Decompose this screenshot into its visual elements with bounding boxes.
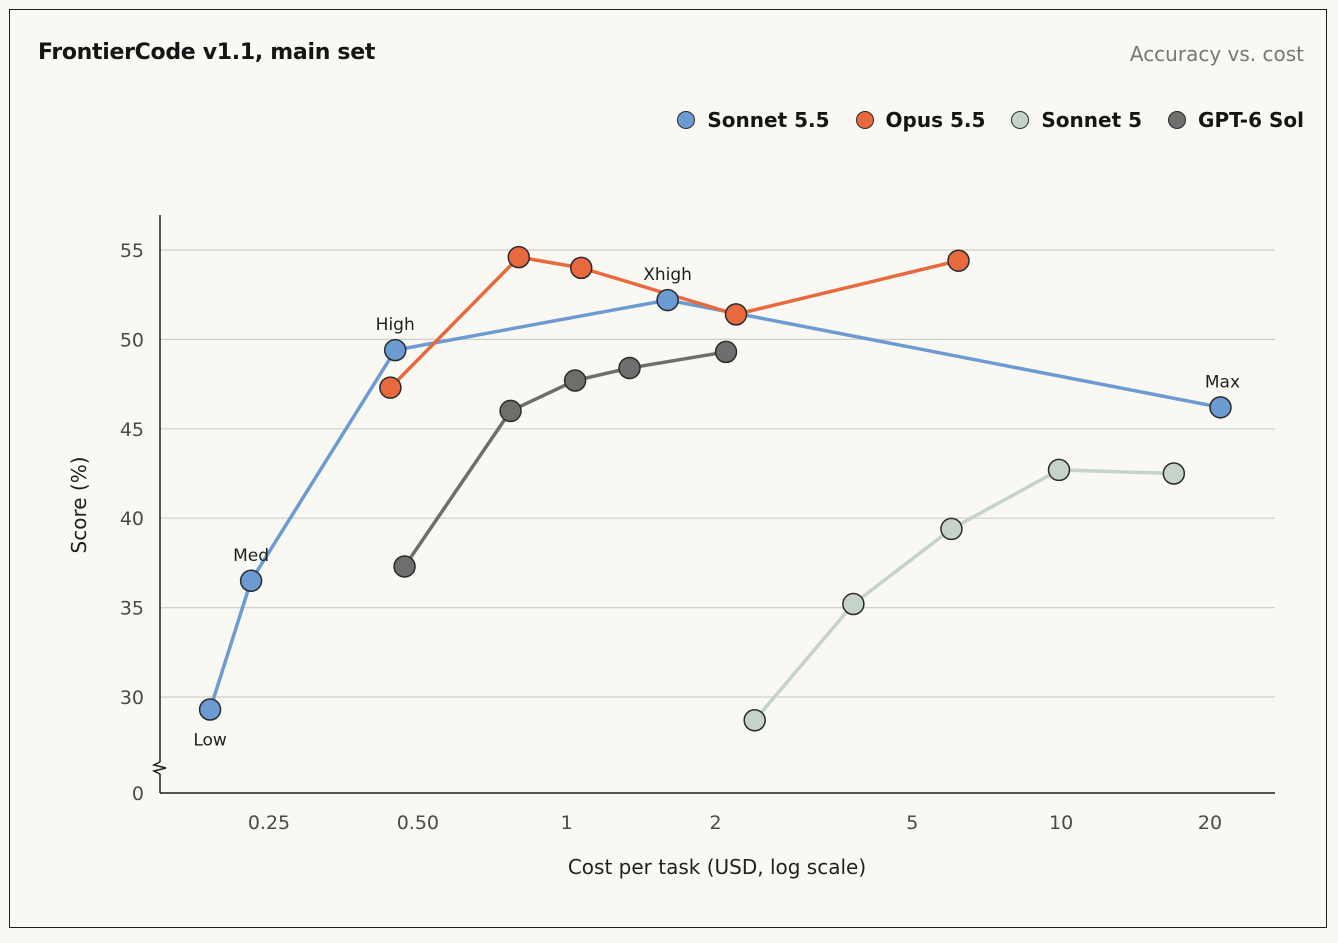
x-tick-label: 0.25 [248, 812, 290, 834]
legend-swatch [677, 111, 696, 129]
y-tick-label: 0 [132, 783, 144, 805]
data-point [563, 369, 587, 392]
legend-item-sonnet-5: Sonnet 5 [1011, 108, 1142, 132]
legend-label: Opus 5.5 [885, 108, 986, 132]
y-tick-label: 35 [120, 598, 144, 620]
y-tick-label: 30 [120, 687, 144, 709]
series-line [208, 298, 1221, 711]
point-annotation: Xhigh [643, 265, 692, 285]
point-annotation: Med [233, 546, 269, 566]
data-point [569, 256, 593, 280]
x-axis-title: Cost per task (USD, log scale) [568, 855, 866, 879]
y-tick-label: 40 [120, 508, 144, 530]
axis-layer: Score (%) Cost per task (USD, log scale)… [67, 215, 1275, 879]
data-point [724, 303, 748, 326]
data-point [947, 249, 970, 272]
data-point [940, 517, 963, 541]
point-annotation: Low [193, 731, 227, 751]
x-tick-label: 20 [1198, 812, 1222, 834]
x-tick-label: 2 [709, 812, 721, 834]
data-point [743, 708, 766, 732]
x-tick-label: 10 [1049, 812, 1073, 834]
data-point [714, 340, 738, 364]
legend-label: GPT-6 Sol [1198, 108, 1304, 132]
point-annotation: Max [1205, 372, 1240, 392]
data-point [383, 338, 407, 362]
data-point [379, 376, 402, 399]
legend-swatch [1011, 111, 1030, 129]
data-point [239, 569, 263, 593]
data-point [499, 399, 522, 423]
chart-subtitle: Accuracy vs. cost [1129, 42, 1304, 66]
legend-item-opus-5-5: Opus 5.5 [855, 108, 986, 132]
legend-swatch [1168, 111, 1187, 129]
legend-item-gpt-6-sol: GPT-6 Sol [1168, 108, 1304, 132]
legend: Sonnet 5.5 Opus 5.5 Sonnet 5 GPT-6 Sol [677, 108, 1304, 132]
legend-label: Sonnet 5 [1041, 108, 1143, 132]
y-tick-label: 55 [120, 240, 144, 262]
data-point [198, 698, 222, 721]
legend-label: Sonnet 5.5 [707, 108, 830, 132]
series-line [753, 468, 1174, 722]
legend-item-sonnet-5-5: Sonnet 5.5 [677, 108, 830, 132]
x-tick-label: 0.50 [397, 812, 439, 834]
data-point [1162, 462, 1186, 485]
x-tick-label: 1 [561, 812, 573, 834]
data-point [507, 245, 531, 269]
data-point [842, 592, 865, 616]
x-tick-label: 5 [906, 812, 918, 834]
series-layer: Low Med High Xhigh Max [193, 245, 1240, 751]
axis-break-mark [151, 761, 167, 775]
data-point [656, 288, 679, 312]
chart-title: FrontierCode v1.1, main set [38, 40, 376, 65]
legend-swatch [855, 111, 874, 129]
chart-card [9, 9, 1327, 928]
grid-layer [160, 249, 1275, 698]
y-axis-title: Score (%) [67, 457, 91, 554]
data-point [393, 555, 416, 578]
y-tick-label: 45 [120, 419, 144, 441]
y-tick-label: 50 [120, 329, 144, 351]
data-point [1047, 458, 1071, 482]
point-annotation: High [376, 315, 415, 335]
data-point [1209, 396, 1232, 419]
data-point [618, 356, 641, 380]
